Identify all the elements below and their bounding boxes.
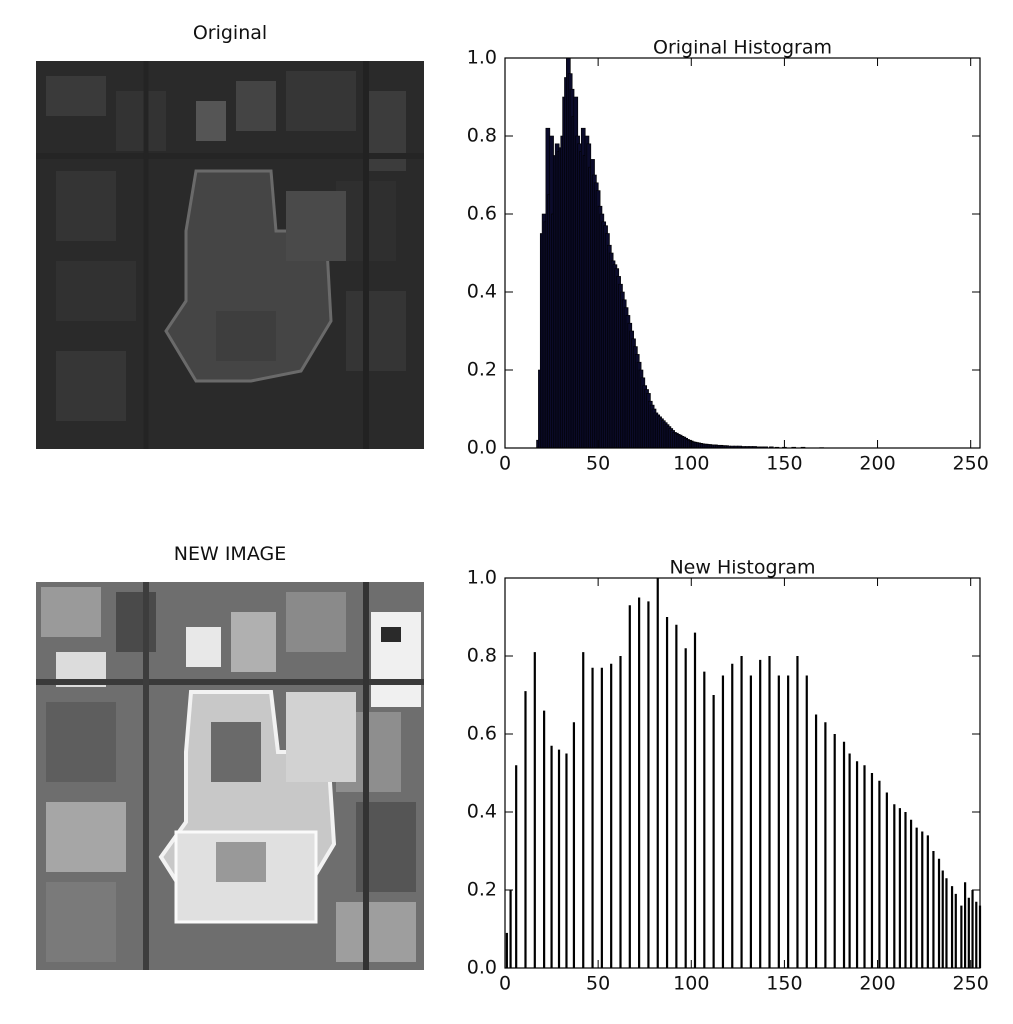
bars-group: [505, 578, 982, 968]
y-tick-label: 0.2: [467, 879, 497, 901]
y-tick-label: 0.0: [467, 437, 497, 459]
new-histogram-chart: New Histogram 0 50 100 150 200 250 0.0 0.2 0.4 0.6…: [467, 560, 989, 995]
y-tick-label: 0.8: [467, 125, 497, 147]
chart-title: Original Histogram: [653, 40, 832, 59]
y-tick-label: 0.0: [467, 957, 497, 979]
y-tick-label: 1.0: [467, 567, 497, 589]
y-tick-label: 0.2: [467, 359, 497, 381]
x-tick-label: 100: [673, 453, 709, 475]
chart-title: New Histogram: [669, 560, 815, 579]
y-tick-label: 0.8: [467, 645, 497, 667]
plot-frame: [504, 577, 981, 969]
y-tick-label: 1.0: [467, 47, 497, 69]
y-tick-label: 0.4: [467, 281, 497, 303]
x-tick-label: 200: [859, 973, 895, 995]
x-tick-label: 200: [859, 453, 895, 475]
plot-frame: [504, 57, 981, 449]
x-tick-label: 150: [766, 453, 802, 475]
x-tick-label: 0: [499, 453, 511, 475]
original-aerial-image: [36, 61, 424, 449]
x-tick-label: 0: [499, 973, 511, 995]
x-tick-label: 100: [673, 973, 709, 995]
y-tick-label: 0.6: [467, 723, 497, 745]
new-image-title: NEW IMAGE: [173, 543, 287, 565]
x-tick-label: 50: [586, 453, 610, 475]
x-tick-label: 250: [953, 973, 989, 995]
original-image-title: Original: [192, 22, 268, 44]
x-tick-label: 250: [953, 453, 989, 475]
original-histogram-chart: Original Histogram 0 50 100 150 200 250 0.0 0.2 0…: [467, 40, 989, 475]
x-tick-label: 150: [766, 973, 802, 995]
bars-group: [536, 57, 824, 449]
y-tick-label: 0.4: [467, 801, 497, 823]
x-tick-label: 50: [586, 973, 610, 995]
y-tick-label: 0.6: [467, 203, 497, 225]
new-aerial-image: [36, 582, 424, 970]
